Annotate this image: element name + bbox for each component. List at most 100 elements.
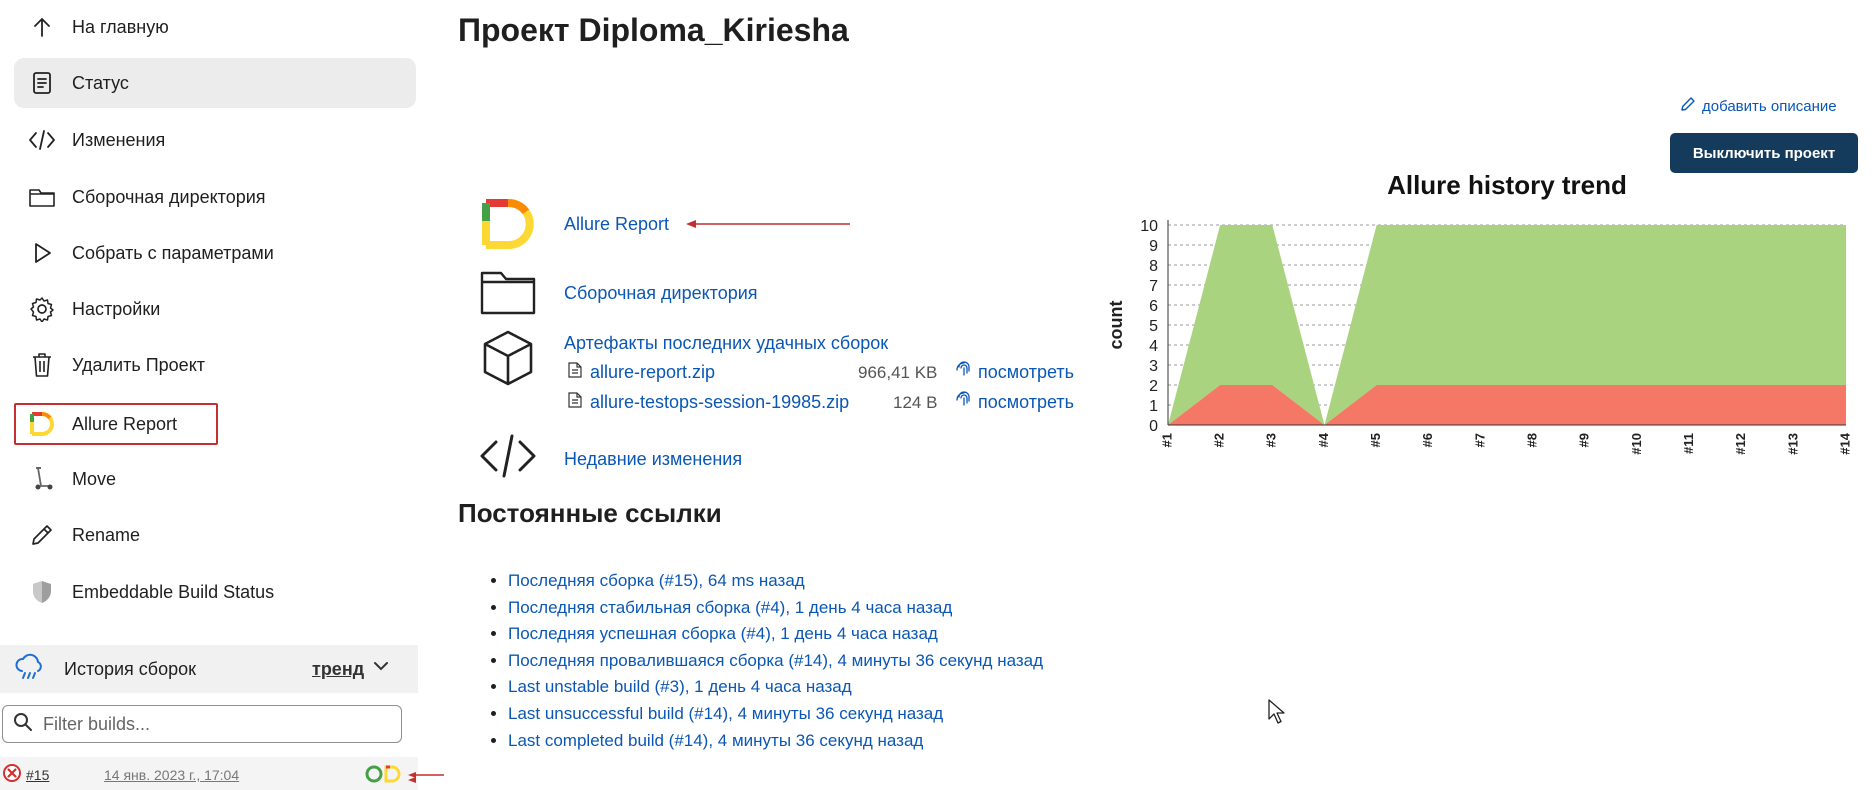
recent-changes-link[interactable]: Недавние изменения	[564, 449, 743, 469]
y-tick-label: 9	[1149, 238, 1158, 255]
sidebar-item-label: Embeddable Build Status	[72, 581, 275, 602]
file-icon	[568, 392, 582, 413]
scooter-icon	[28, 465, 56, 493]
x-tick-label: #5	[1368, 433, 1383, 447]
arrow-up-icon	[28, 13, 56, 41]
pencil-icon	[1680, 96, 1696, 116]
sidebar: На главную Статус Изменения Сборочная ди…	[0, 0, 418, 790]
y-axis-label: count	[1106, 301, 1126, 350]
allure-logo-icon	[478, 196, 538, 252]
build-number-link[interactable]: #15	[26, 767, 50, 783]
artifacts-link[interactable]: Артефакты последних удачных сборок	[564, 333, 889, 353]
sidebar-item-changes[interactable]: Изменения	[14, 115, 416, 165]
sidebar-item-rename[interactable]: Rename	[14, 510, 416, 560]
play-icon	[28, 239, 56, 267]
artifact-row: allure-report.zip 966,41 KB посмотреть	[568, 361, 1074, 383]
file-icon	[568, 362, 582, 383]
chart-title: Allure history trend	[1387, 170, 1627, 200]
artifact-link[interactable]: allure-report.zip	[590, 362, 716, 382]
fingerprint-icon	[956, 361, 972, 384]
permalink[interactable]: Последняя стабильная сборка (#4), 1 день…	[508, 597, 953, 617]
annotation-arrow	[686, 220, 850, 228]
sidebar-item-embeddable-build-status[interactable]: Embeddable Build Status	[14, 567, 416, 617]
artifact-size: 966,41 KB	[858, 362, 938, 382]
artifact-size: 124 B	[893, 392, 938, 412]
mouse-cursor-icon	[1268, 699, 1285, 724]
y-tick-label: 10	[1140, 218, 1158, 235]
workspace-link[interactable]: Сборочная директория	[564, 283, 758, 303]
shield-icon	[28, 578, 56, 606]
annotation-arrow-line	[408, 772, 444, 778]
view-label: посмотреть	[978, 392, 1075, 412]
x-tick-label: #14	[1837, 432, 1852, 454]
allure-report-link[interactable]: Allure Report	[564, 214, 670, 234]
sidebar-item-label: Allure Report	[72, 413, 178, 434]
disable-project-button[interactable]: Выключить проект	[1670, 133, 1858, 173]
sidebar-item-label: Rename	[72, 524, 141, 545]
x-tick-label: #6	[1420, 433, 1435, 447]
y-tick-label: 5	[1149, 318, 1158, 335]
build-date-link[interactable]: 14 янв. 2023 г., 17:04	[104, 767, 240, 783]
code-icon	[28, 126, 56, 154]
search-icon	[13, 712, 33, 737]
chevron-down-icon[interactable]	[372, 657, 390, 680]
artifact-view-link[interactable]: посмотреть	[956, 391, 1074, 414]
list-item: Последняя провалившаяся сборка (#14), 4 …	[508, 648, 1043, 675]
sidebar-item-workspace[interactable]: Сборочная директория	[14, 172, 416, 222]
x-tick-label: #13	[1785, 433, 1800, 455]
permalinks-title: Постоянные ссылки	[458, 498, 722, 528]
x-tick-label: #9	[1577, 433, 1592, 447]
sidebar-item-status[interactable]: Статус	[14, 58, 416, 108]
artifact-view-link[interactable]: посмотреть	[956, 361, 1074, 384]
view-label: посмотреть	[978, 362, 1075, 382]
sidebar-item-settings[interactable]: Настройки	[14, 284, 416, 334]
permalink[interactable]: Last completed build (#14), 4 минуты 36 …	[508, 730, 924, 750]
gear-icon	[28, 295, 56, 323]
fingerprint-icon	[956, 391, 972, 414]
weather-rain-icon	[14, 653, 46, 686]
artifact-link[interactable]: allure-testops-session-19985.zip	[590, 392, 850, 412]
list-item: Last completed build (#14), 4 минуты 36 …	[508, 728, 1043, 755]
add-description-link[interactable]: добавить описание	[1680, 96, 1837, 116]
code-icon	[478, 428, 538, 484]
y-tick-label: 4	[1149, 338, 1158, 355]
pencil-icon	[28, 521, 56, 549]
x-tick-label: #7	[1472, 433, 1487, 447]
sidebar-item-allure-report[interactable]: Allure Report	[14, 403, 218, 445]
page-title: Проект Diploma_Kiriesha	[458, 12, 849, 48]
y-tick-label: 8	[1149, 258, 1158, 275]
sidebar-item-label: Собрать с параметрами	[72, 242, 274, 263]
list-item: Последняя успешная сборка (#4), 1 день 4…	[508, 621, 1043, 648]
trend-link[interactable]: тренд	[312, 658, 365, 679]
list-item: Last unsuccessful build (#14), 4 минуты …	[508, 701, 1043, 728]
y-tick-label: 1	[1149, 398, 1158, 415]
failed-area	[1168, 385, 1846, 425]
sidebar-item-home[interactable]: На главную	[14, 2, 416, 52]
permalink[interactable]: Last unsuccessful build (#14), 4 минуты …	[508, 703, 944, 723]
list-item: Последняя сборка (#15), 64 ms назад	[508, 568, 1043, 595]
permalink[interactable]: Последняя провалившаяся сборка (#14), 4 …	[508, 650, 1044, 670]
sidebar-item-move[interactable]: Move	[14, 454, 416, 504]
y-tick-label: 3	[1149, 358, 1158, 375]
build-history-title: История сборок	[64, 658, 197, 679]
y-tick-label: 2	[1149, 378, 1158, 395]
build-row[interactable]: #15 14 янв. 2023 г., 17:04	[0, 757, 418, 790]
trash-icon	[28, 351, 56, 379]
y-tick-label: 0	[1149, 418, 1158, 435]
permalink[interactable]: Последняя сборка (#15), 64 ms назад	[508, 571, 805, 590]
x-tick-label: #3	[1264, 433, 1279, 447]
allure-badge-icon[interactable]	[364, 763, 404, 788]
permalink[interactable]: Last unstable build (#3), 1 день 4 часа …	[508, 677, 852, 697]
x-tick-label: #10	[1629, 433, 1644, 455]
sidebar-item-label: Move	[72, 468, 117, 489]
allure-history-trend-chart[interactable]: Allure history trend 0 1 2 3 4 5 6 7 8 9 10 #1 #2 #3 #4…	[1100, 170, 1870, 570]
filter-builds-field[interactable]	[2, 705, 402, 743]
sidebar-item-delete-project[interactable]: Удалить Проект	[14, 340, 416, 390]
permalink[interactable]: Последняя успешная сборка (#4), 1 день 4…	[508, 624, 938, 644]
permalinks-list: Последняя сборка (#15), 64 ms назад Посл…	[488, 568, 1043, 754]
sidebar-item-build-with-parameters[interactable]: Собрать с параметрами	[14, 228, 416, 278]
x-tick-label: #4	[1316, 432, 1331, 447]
annotation-arrow	[408, 771, 418, 787]
y-tick-label: 7	[1149, 278, 1158, 295]
filter-builds-input[interactable]	[41, 712, 385, 736]
